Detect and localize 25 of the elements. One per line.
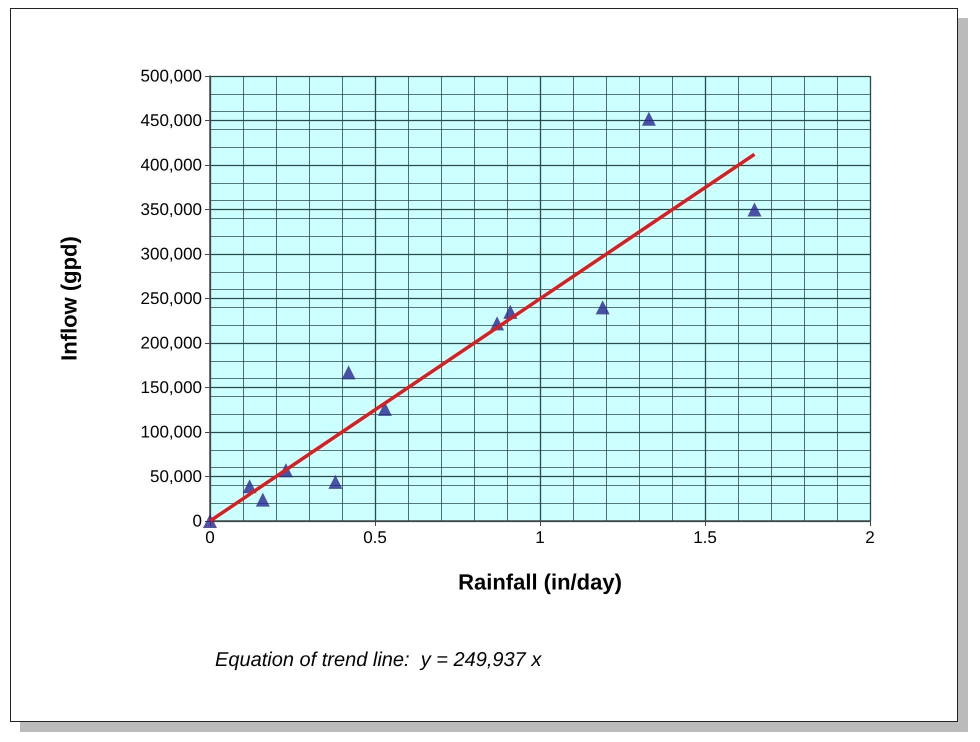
text: Equation of trend line: y = 249,937 x: [215, 649, 542, 671]
point: [748, 202, 762, 216]
point: [328, 474, 342, 489]
y-tick-label: 100,000: [140, 422, 202, 442]
x-tick-label: 0.5: [363, 528, 387, 547]
y-tick-label: 500,000: [140, 66, 202, 86]
x-tick-label: 1.5: [693, 528, 717, 547]
x-axis-title: Rainfall (in/day): [458, 570, 622, 594]
y-tick-label: 0: [192, 512, 202, 530]
x-tick-label: 0: [205, 528, 215, 547]
point: [596, 300, 610, 314]
y-tick-label: 150,000: [140, 378, 202, 397]
point: [256, 492, 270, 507]
y-tick-label: 300,000: [140, 244, 202, 264]
x-tick-label: 1: [535, 528, 545, 547]
point: [642, 112, 656, 126]
y-tick-label: 400,000: [140, 156, 202, 174]
x-tick-label: 2: [865, 528, 875, 547]
y-tick-label: 200,000: [140, 334, 202, 352]
y-tick-label: 250,000: [140, 289, 202, 308]
y-axis-title: Inflow (gpd): [56, 236, 82, 361]
point: [342, 365, 356, 380]
y-tick-label: 350,000: [140, 200, 202, 219]
y-tick-label: 450,000: [140, 111, 202, 130]
y-tick-label: 50,000: [150, 467, 202, 486]
